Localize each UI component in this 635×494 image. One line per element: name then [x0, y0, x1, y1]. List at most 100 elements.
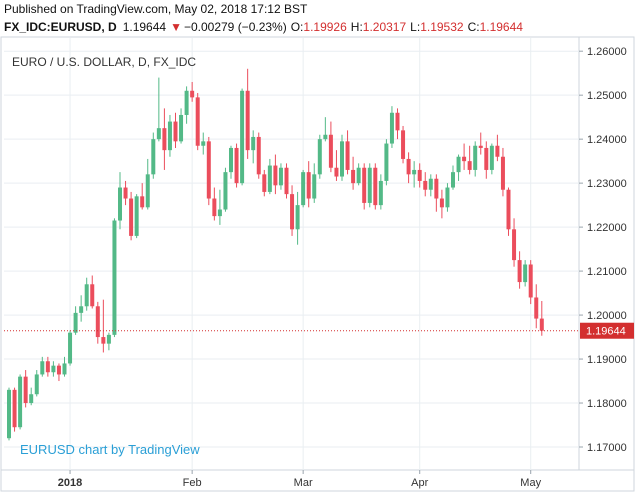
candle-body [373, 167, 378, 206]
candle-up [18, 374, 23, 430]
candle-body [262, 174, 267, 192]
down-arrow-icon: ▼ [170, 20, 182, 34]
candle-down [195, 92, 200, 151]
candle-down [123, 180, 128, 206]
candle-body [284, 167, 289, 195]
candle-up [106, 332, 111, 351]
candle-body [217, 209, 222, 217]
candle-body [151, 139, 156, 175]
symbol: FX_IDC:EURUSD, D [4, 20, 117, 34]
last-price: 1.19644 [123, 20, 167, 34]
candle-down [256, 132, 261, 179]
candle-body [523, 264, 528, 283]
candle-body [295, 205, 300, 230]
candle-body [301, 172, 306, 206]
candle-body [423, 180, 428, 190]
candle-body [40, 361, 45, 375]
candle-up [134, 194, 139, 239]
chart-frame [0, 36, 635, 492]
current-price-badge [580, 322, 634, 339]
candle-body [451, 172, 455, 188]
candle-body [456, 156, 461, 173]
candle-body [162, 128, 167, 151]
candle-body [384, 143, 389, 181]
high-label: H: [351, 20, 363, 34]
candle-body [378, 180, 383, 206]
candle-up [251, 130, 256, 164]
candle-down [423, 172, 428, 197]
candle-body [140, 196, 145, 208]
candle-body [84, 284, 89, 307]
high-value: 1.20317 [363, 20, 407, 34]
candle-body [406, 158, 411, 175]
candle-body [534, 297, 539, 319]
candle-body [290, 194, 295, 230]
time-axis[interactable]: 2018 Feb Mar Apr May [58, 470, 542, 489]
time-tick-label: Apr [411, 477, 428, 489]
candle-down [190, 81, 195, 102]
candle-body [212, 198, 217, 217]
candle-up [267, 158, 272, 195]
candle-body [123, 187, 128, 199]
candle-down [506, 187, 511, 236]
candle-body [417, 169, 422, 181]
candle-up [340, 134, 344, 181]
candle-body [401, 130, 406, 159]
candle-down [434, 174, 439, 212]
candle-down [290, 185, 295, 236]
candle-body [273, 165, 278, 186]
candle-up [317, 134, 322, 179]
close-label: C: [468, 20, 480, 34]
candle-body [68, 332, 73, 364]
watermark: EURUSD chart by TradingView [20, 442, 200, 457]
current-price-label: 1.19644 [586, 326, 626, 338]
candle-body [362, 167, 367, 203]
candle-down [495, 134, 500, 162]
candle-down [206, 136, 211, 206]
candle-up [451, 165, 455, 190]
candle-body [12, 389, 17, 428]
candle-up [445, 183, 450, 212]
candle-body [473, 145, 478, 170]
candle-up [40, 356, 45, 377]
candle-body [439, 198, 444, 208]
price-axis[interactable]: 1.17000 1.18000 1.19000 1.20000 1.21000 1.220… [579, 46, 627, 454]
candle-body [428, 178, 433, 190]
candle-down [56, 363, 61, 382]
candle-up [229, 145, 233, 179]
candle-body [101, 337, 106, 344]
candle-up [240, 88, 245, 186]
candle-down [517, 251, 522, 289]
candle-body [517, 260, 522, 283]
candle-down [306, 161, 311, 208]
candle-down [512, 218, 517, 267]
candles [7, 68, 544, 441]
candle-body [489, 145, 494, 170]
candle-up [167, 114, 172, 157]
candle-body [79, 306, 84, 313]
candle-down [12, 387, 17, 432]
candle-up [412, 161, 417, 188]
time-tick-label: May [520, 477, 541, 489]
price-tick-label: 1.20000 [587, 310, 627, 322]
candle-down [95, 301, 100, 344]
candle-body [223, 172, 228, 210]
candle-down [234, 143, 239, 188]
candle-body [512, 229, 517, 261]
candle-up [384, 139, 389, 186]
price-tick-label: 1.24000 [587, 134, 627, 146]
candle-body [18, 376, 23, 428]
candle-body [395, 112, 400, 131]
candle-down [439, 189, 444, 219]
candle-body [179, 114, 184, 142]
candle-up [184, 86, 189, 124]
candle-up [151, 132, 156, 179]
candle-body [240, 90, 245, 184]
candle-down [129, 191, 134, 241]
candle-body [389, 112, 394, 144]
candle-up [156, 77, 161, 142]
candle-up [428, 174, 433, 197]
candle-down [478, 132, 483, 155]
candle-up [112, 218, 117, 338]
